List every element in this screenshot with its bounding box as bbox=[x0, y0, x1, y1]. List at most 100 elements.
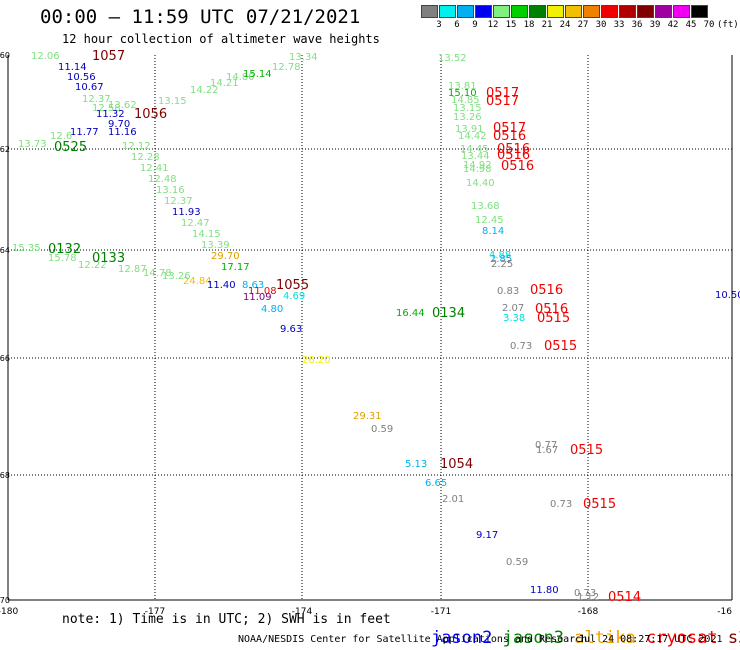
longitude-tick-label: -16 bbox=[717, 607, 732, 617]
pass-time-label: 0516 bbox=[530, 283, 563, 298]
color-scale-tick: 45 bbox=[685, 20, 697, 30]
wave-height-value: 12.45 bbox=[475, 215, 504, 226]
wave-height-value: 12.47 bbox=[181, 218, 210, 229]
pass-time-label: 0514 bbox=[608, 590, 641, 605]
wave-height-value: 14.98 bbox=[463, 164, 492, 175]
wave-height-value: 26.20 bbox=[302, 355, 331, 366]
wave-height-value: 14.21 bbox=[210, 78, 239, 89]
wave-height-value: 2.25 bbox=[491, 259, 513, 270]
wave-height-value: 15.14 bbox=[243, 69, 272, 80]
wave-height-value: 12.41 bbox=[140, 163, 169, 174]
wave-height-value: 14.80 bbox=[226, 72, 255, 83]
color-swatch bbox=[457, 5, 474, 18]
pass-time-label: 0516 bbox=[501, 159, 534, 174]
color-scale-tick: 42 bbox=[667, 20, 679, 30]
color-scale-tick: 39 bbox=[649, 20, 661, 30]
pass-time-label: 1056 bbox=[134, 107, 167, 122]
wave-height-value: 14.78 bbox=[143, 268, 172, 279]
wave-height-value: 1.67 bbox=[536, 445, 558, 456]
color-swatch bbox=[583, 5, 600, 18]
wave-height-value: 12.78 bbox=[272, 62, 301, 73]
wave-height-value: 11.09 bbox=[243, 292, 272, 303]
wave-height-value: 14.85 bbox=[451, 95, 480, 106]
pass-time-label: 0133 bbox=[92, 251, 125, 266]
wave-height-value: 9.63 bbox=[280, 324, 302, 335]
pass-time-label: 0517 bbox=[493, 121, 526, 136]
wave-height-value: 14.15 bbox=[192, 229, 221, 240]
longitude-tick-label: -177 bbox=[145, 607, 165, 617]
wave-height-value: 9.70 bbox=[108, 119, 130, 130]
wave-height-value: 12.28 bbox=[131, 152, 160, 163]
longitude-tick-label: -171 bbox=[431, 607, 451, 617]
wave-height-value: 14.42 bbox=[458, 131, 487, 142]
latitude-tick-label: -68 bbox=[0, 471, 10, 480]
wave-height-value: 0.73 bbox=[510, 341, 532, 352]
wave-height-value: 14.92 bbox=[463, 160, 492, 171]
color-swatch bbox=[493, 5, 510, 18]
longitude-tick-labels: -180 -177 -174 -171 -168 -16 bbox=[0, 607, 732, 617]
latitude-tick-label: -66 bbox=[0, 354, 10, 363]
wave-height-value: 13.73 bbox=[18, 139, 47, 150]
color-swatch bbox=[511, 5, 528, 18]
wave-height-value: 13.81 bbox=[448, 81, 477, 92]
wave-height-value: 17.17 bbox=[221, 262, 250, 273]
wave-height-value: 9.17 bbox=[476, 530, 498, 541]
wave-height-value: 12.48 bbox=[148, 174, 177, 185]
wave-height-value: 24.84 bbox=[183, 276, 212, 287]
color-scale-tick: 36 bbox=[631, 20, 643, 30]
color-swatch bbox=[421, 5, 438, 18]
wave-height-value: 11.77 bbox=[70, 127, 99, 138]
wave-height-value: 5.13 bbox=[405, 459, 427, 470]
wave-height-value: 0.83 bbox=[497, 286, 519, 297]
wave-height-value: 12.06 bbox=[31, 51, 60, 62]
wave-height-value: 1.12 bbox=[577, 592, 599, 603]
wave-height-value: 12.58 bbox=[92, 103, 121, 114]
wave-height-value: 13.44 bbox=[461, 151, 490, 162]
wave-height-value: 8.63 bbox=[242, 280, 264, 291]
wave-height-value: 15.78 bbox=[48, 253, 77, 264]
pass-time-label: 0515 bbox=[537, 311, 570, 326]
wave-height-value: 11.32 bbox=[96, 109, 125, 120]
footer-note: note: 1) Time is in UTC; 2) SWH is in fe… bbox=[62, 612, 391, 627]
color-swatch bbox=[655, 5, 672, 18]
wave-height-value: 13.52 bbox=[438, 53, 467, 64]
color-swatch bbox=[475, 5, 492, 18]
pass-time-label: 0516 bbox=[497, 142, 530, 157]
wave-height-value: 13.62 bbox=[108, 100, 137, 111]
wave-height-value: 29.70 bbox=[211, 251, 240, 262]
color-swatch bbox=[565, 5, 582, 18]
wave-height-value: 0.73 bbox=[574, 588, 596, 599]
color-scale-tick: 21 bbox=[541, 20, 553, 30]
pass-time-label: 0515 bbox=[583, 497, 616, 512]
longitude-tick-label: -168 bbox=[578, 607, 599, 617]
wave-height-value: 0.59 bbox=[506, 557, 528, 568]
wave-height-value: 13.34 bbox=[289, 52, 318, 63]
wave-height-value: 6.65 bbox=[425, 478, 447, 489]
page-title: 00:00 — 11:59 UTC 07/21/2021 bbox=[40, 6, 361, 28]
legend-altika: altika bbox=[574, 628, 636, 648]
wave-height-value: 12.22 bbox=[78, 260, 107, 271]
wave-height-value: 11.08 bbox=[248, 286, 277, 297]
wave-height-value: 10.56 bbox=[67, 72, 96, 83]
pass-time-label: 0525 bbox=[54, 140, 87, 155]
pass-time-label: 0516 bbox=[493, 129, 526, 144]
wave-height-value: 11.93 bbox=[172, 207, 201, 218]
color-scale-labels: 3 6 9 12 15 18 21 24 27 30 33 36 39 42 45 70 (ft) bbox=[421, 20, 738, 32]
wave-height-value: 4.80 bbox=[261, 304, 283, 315]
pass-time-label: 0516 bbox=[497, 148, 530, 163]
pass-time-label: 0517 bbox=[486, 94, 519, 109]
pass-time-label: 0132 bbox=[48, 242, 81, 257]
wave-height-value: 11.40 bbox=[207, 280, 236, 291]
color-swatch bbox=[547, 5, 564, 18]
map-grid bbox=[7, 55, 733, 601]
wave-height-value: 13.39 bbox=[201, 240, 230, 251]
color-scale-tick: 30 bbox=[595, 20, 607, 30]
pass-time-label: 1055 bbox=[276, 278, 309, 293]
wave-height-value: 11.80 bbox=[530, 585, 559, 596]
generated-timestamp: Jul 24 08:27:17 UTC 2021 bbox=[578, 634, 723, 645]
page-subtitle: 12 hour collection of altimeter wave hei… bbox=[62, 32, 380, 46]
legend-cryosat: cryosat bbox=[645, 628, 718, 648]
color-swatch bbox=[619, 5, 636, 18]
color-scale-tick: 70 bbox=[703, 20, 715, 30]
